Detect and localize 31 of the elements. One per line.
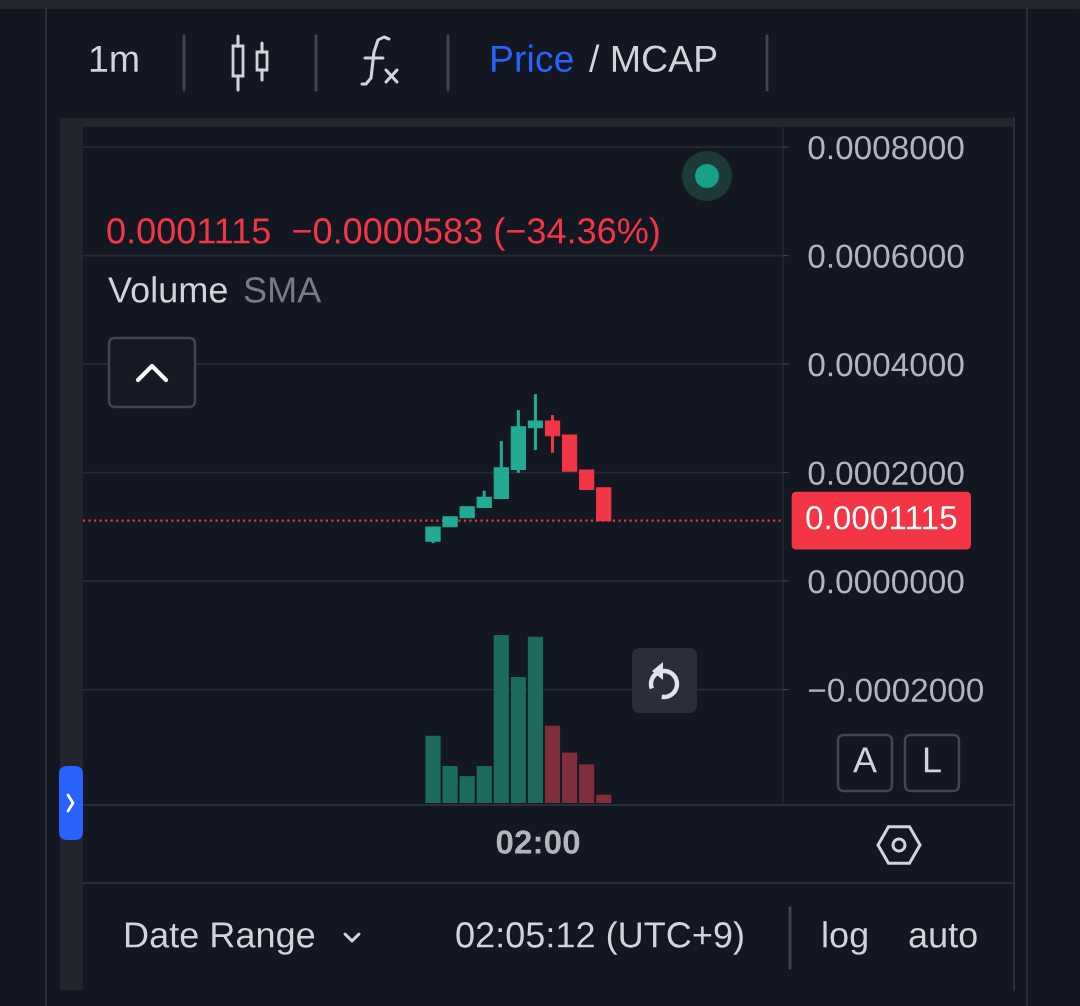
bar — [596, 794, 612, 803]
text: Price — [492, 44, 573, 73]
annotation: SMA — [244, 277, 322, 303]
bar — [561, 752, 578, 803]
candlestick — [544, 415, 561, 453]
text: log — [823, 921, 867, 955]
y-tick-label: 0.0002000 — [808, 461, 964, 485]
bar — [493, 635, 509, 803]
ref-line-label: 0.0001115 — [806, 505, 957, 530]
text: 1m — [90, 45, 138, 72]
text: / MCAP — [589, 44, 717, 73]
bar — [527, 636, 544, 803]
bar — [459, 776, 475, 803]
text: A — [853, 747, 877, 773]
y-tick-label: 0.0008000 — [808, 135, 964, 160]
annotation: Volume — [108, 276, 227, 303]
bar — [476, 766, 492, 803]
candlestick — [527, 394, 544, 452]
bar — [510, 677, 526, 803]
y-tick-label: 0.0004000 — [808, 352, 964, 377]
y-tick-label: 0.0006000 — [808, 244, 964, 268]
text: Date Range — [125, 922, 315, 955]
text: L — [924, 747, 941, 773]
text: 02:05:12 (UTC+9) — [456, 921, 743, 955]
bar — [579, 764, 595, 803]
text: 02:00 — [496, 830, 580, 854]
text: auto — [909, 923, 977, 948]
y-tick-label: −0.0002000 — [808, 678, 984, 703]
text: 0.0001115 −0.0000583 (−34.36%) — [107, 217, 659, 251]
y-tick-label: 0.0000000 — [808, 569, 964, 594]
bar — [544, 725, 561, 803]
